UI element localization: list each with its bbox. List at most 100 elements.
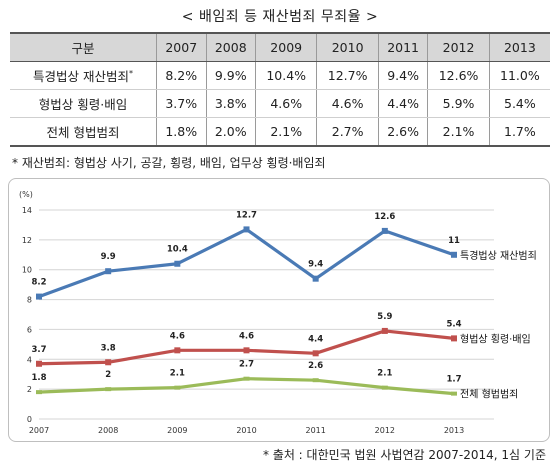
data-label: 4.6: [239, 331, 254, 341]
data-point: [312, 275, 319, 282]
table-cell: 5.4%: [488, 89, 550, 118]
header-year: 2012: [427, 32, 490, 62]
series-name-label: 특경법상 재산범죄: [460, 249, 537, 262]
data-label: 1.8: [31, 373, 46, 383]
data-point: [105, 268, 112, 275]
header-year: 2007: [156, 32, 206, 62]
chart-svg: 0 2 4 6 8 10 12 14 (%) 2007 2008 2009 2010 2011 2012 20…: [19, 190, 537, 435]
table-row: 전체 형법범죄 1.8% 2.0% 2.1% 2.7% 2.6% 2.1% 1.…: [10, 117, 550, 147]
data-point: [243, 376, 250, 381]
data-point: [312, 350, 319, 357]
data-label: 2.7: [239, 360, 254, 370]
header-year: 2013: [488, 32, 550, 62]
y-tick-label: 10: [22, 266, 32, 275]
table-cell: 9.9%: [205, 61, 256, 90]
data-point: [105, 359, 112, 366]
row-label: 특경법상 재산범죄*: [10, 61, 157, 90]
data-label: 12.6: [374, 212, 395, 222]
x-tick-label: 2013: [444, 426, 464, 435]
data-label: 4.6: [170, 331, 185, 341]
data-label: 3.7: [31, 345, 46, 355]
header-year: 2011: [377, 32, 428, 62]
data-point: [36, 360, 42, 367]
source-note: * 출처 : 대한민국 법원 사법연감 2007-2014, 1심 기준: [262, 448, 546, 462]
table-cell: 4.6%: [254, 89, 317, 118]
table-cell: 2.1%: [254, 117, 317, 147]
data-point: [381, 385, 388, 390]
data-label: 5.9: [377, 312, 392, 322]
table-cell: 8.2%: [156, 61, 206, 90]
data-label: 4.4: [308, 334, 323, 344]
y-tick-label: 4: [27, 355, 32, 364]
y-tick-label: 8: [27, 296, 32, 305]
data-label: 2: [105, 370, 111, 380]
table-cell: 3.7%: [156, 89, 206, 118]
x-tick-label: 2007: [29, 426, 49, 435]
data-point: [36, 390, 42, 395]
data-point: [451, 335, 457, 342]
data-point: [174, 260, 181, 267]
line-chart: 0 2 4 6 8 10 12 14 (%) 2007 2008 2009 2010 2011 2012 20…: [8, 178, 550, 442]
table-cell: 2.7%: [316, 117, 379, 147]
series-line: [38, 377, 455, 396]
data-label: 11: [448, 236, 460, 246]
data-point: [312, 378, 319, 383]
table-cell: 9.4%: [377, 61, 428, 90]
table-cell: 12.7%: [316, 61, 379, 90]
header-year: 2009: [254, 32, 317, 62]
x-tick-label: 2012: [375, 426, 395, 435]
data-label: 5.4: [446, 319, 461, 329]
table-cell: 2.0%: [205, 117, 256, 147]
header-year: 2008: [205, 32, 256, 62]
table-cell: 1.8%: [156, 117, 206, 147]
series-name-label: 전체 형법범죄: [460, 389, 518, 401]
y-tick-label: 12: [22, 236, 32, 245]
page-title: < 배임죄 등 재산범죄 무죄율 >: [181, 9, 379, 25]
table-cell: 3.8%: [205, 89, 256, 118]
data-point: [36, 293, 42, 300]
table-cell: 1.7%: [488, 117, 550, 147]
header-year: 2010: [316, 32, 379, 62]
table-cell: 5.9%: [427, 89, 490, 118]
table-cell: 4.6%: [316, 89, 379, 118]
table-cell: 2.1%: [427, 117, 490, 147]
data-label: 10.4: [167, 245, 188, 255]
y-tick-label: 6: [27, 325, 32, 334]
row-label: 전체 형법범죄: [10, 117, 157, 147]
table-cell: 2.6%: [377, 117, 428, 147]
table-cell: 10.4%: [254, 61, 317, 90]
data-label: 9.9: [101, 252, 116, 262]
data-label: 8.2: [31, 278, 46, 288]
x-tick-label: 2011: [305, 426, 325, 435]
data-label: 2.1: [170, 369, 185, 379]
y-tick-label: 0: [27, 415, 32, 424]
data-point: [105, 387, 112, 392]
y-tick-label: 2: [27, 385, 32, 394]
table-cell: 4.4%: [377, 89, 428, 118]
table-cell: 12.6%: [427, 61, 490, 90]
table-header-row: 구분 2007 2008 2009 2010 2011 2012 2013: [10, 32, 550, 62]
table-row: 형법상 횡령·배임 3.7% 3.8% 4.6% 4.6% 4.4% 5.9% …: [10, 89, 550, 118]
data-label: 1.7: [446, 375, 461, 385]
footnote: * 재산범죄: 형법상 사기, 공갈, 횡령, 배임, 업무상 횡령·배임죄: [12, 156, 326, 170]
header-label: 구분: [10, 32, 157, 62]
data-label: 12.7: [236, 210, 257, 220]
data-label: 9.4: [308, 260, 323, 270]
data-point: [243, 226, 250, 233]
data-point: [174, 347, 181, 354]
x-tick-label: 2008: [98, 426, 118, 435]
series-name-label: 형법상 횡령·배임: [460, 332, 531, 345]
data-point: [381, 327, 388, 334]
data-point: [243, 347, 250, 354]
data-label: 2.1: [377, 369, 392, 379]
data-point: [451, 251, 457, 258]
y-axis-label: (%): [19, 190, 33, 199]
x-tick-label: 2009: [167, 426, 187, 435]
table-cell: 11.0%: [488, 61, 550, 90]
data-point: [381, 227, 388, 234]
data-point: [174, 385, 181, 390]
row-label: 형법상 횡령·배임: [10, 89, 157, 118]
x-tick-label: 2010: [236, 426, 256, 435]
stats-table: 구분 2007 2008 2009 2010 2011 2012 2013 특경…: [10, 32, 550, 147]
y-tick-label: 14: [22, 206, 32, 215]
